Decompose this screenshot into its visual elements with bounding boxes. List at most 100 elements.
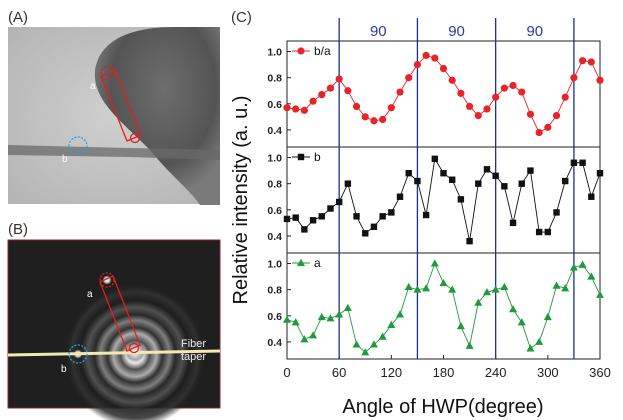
data-point (578, 260, 587, 268)
data-point (413, 61, 422, 69)
data-point (509, 81, 517, 90)
y-tick-label: 0.4 (267, 337, 282, 349)
y-tick-label: 1.0 (267, 259, 282, 271)
x-tick-label: 300 (537, 365, 559, 380)
data-point (396, 88, 404, 96)
panel-b-image: a b Fiber taper (7, 239, 221, 420)
y-tick-label: 0.4 (267, 125, 282, 137)
y-tick-label: 0.6 (267, 205, 282, 217)
data-point (378, 332, 387, 340)
data-point (344, 87, 352, 95)
data-point (326, 84, 335, 92)
data-point (509, 305, 518, 313)
data-point (465, 341, 474, 349)
data-point (317, 312, 326, 321)
y-tick-label: 0.6 (267, 99, 282, 111)
subplot-frame-1 (286, 146, 601, 254)
data-point (297, 258, 305, 266)
data-point (552, 281, 561, 289)
data-point (570, 74, 578, 82)
data-point (352, 102, 361, 111)
data-point (466, 237, 473, 245)
data-point (457, 89, 465, 97)
legend-label: b/a (314, 44, 331, 58)
data-point (352, 340, 361, 348)
spot-a-marker (100, 65, 116, 81)
subplot-frame-0 (286, 40, 601, 148)
data-point (587, 272, 596, 280)
data-point (588, 193, 595, 200)
data-point (309, 97, 317, 105)
data-point (491, 285, 500, 293)
data-point (309, 217, 317, 224)
data-point (344, 180, 352, 187)
data-point (562, 177, 569, 185)
data-point (297, 153, 305, 161)
data-point (300, 106, 308, 114)
data-point (579, 57, 587, 65)
interval-annotation: 90 (526, 23, 543, 40)
data-point (404, 282, 413, 291)
data-point (387, 104, 395, 112)
data-point (535, 128, 543, 137)
data-point (474, 111, 482, 120)
data-point (388, 209, 395, 216)
data-point (483, 166, 491, 173)
data-point (362, 230, 369, 237)
data-point (301, 226, 308, 233)
data-point (475, 180, 482, 187)
data-point (370, 117, 378, 125)
y-tick-label: 1.0 (267, 47, 282, 59)
data-point (535, 228, 543, 236)
subplot-frame-2 (286, 252, 601, 360)
data-point (327, 205, 334, 212)
data-point (483, 105, 491, 113)
chart-c: 0.4 0.6 0.8 1.0 0.4 0.6 0.8 1.0 0.4 0.6 0.8 1.0 0 60 1… (230, 18, 611, 418)
data-point (474, 298, 483, 306)
data-point (361, 348, 370, 356)
legend-label: b (314, 150, 321, 164)
data-point (596, 290, 604, 298)
spot-b-text-b: b (61, 364, 67, 375)
data-point (552, 111, 561, 120)
y-tick-label: 0.8 (267, 73, 282, 85)
taper-label-1: Fiber (181, 338, 206, 350)
y-tick-label: 0.4 (267, 231, 282, 243)
data-point (440, 170, 447, 177)
data-point (518, 88, 526, 96)
data-point (501, 183, 508, 190)
interval-annotation: 90 (448, 23, 465, 40)
data-point (448, 76, 456, 84)
data-point (579, 159, 586, 166)
x-tick-label: 180 (433, 365, 455, 380)
data-point (465, 102, 474, 111)
fiber-taper-line (7, 349, 221, 357)
data-point (369, 340, 378, 348)
y-tick-label: 0.6 (267, 311, 282, 323)
data-point (544, 123, 552, 131)
data-point (405, 74, 413, 82)
data-point (387, 320, 396, 328)
x-tick-label: 60 (332, 365, 346, 380)
data-point (283, 315, 291, 323)
data-point (596, 170, 604, 177)
data-point (543, 312, 552, 321)
data-point (370, 223, 378, 230)
data-point (414, 177, 421, 185)
data-point (492, 172, 499, 180)
data-point (570, 159, 578, 166)
data-point (353, 213, 360, 220)
spot-b-text: b (62, 154, 68, 165)
data-point (422, 284, 431, 292)
data-point (456, 322, 465, 330)
data-point (500, 282, 509, 291)
data-point (527, 167, 534, 174)
data-point (300, 335, 309, 343)
panel-c-label: (C) (231, 9, 252, 26)
data-point (518, 180, 525, 187)
data-point (535, 337, 544, 345)
data-point (430, 259, 439, 267)
panel-b-label: (B) (8, 221, 28, 238)
data-point (309, 331, 318, 339)
